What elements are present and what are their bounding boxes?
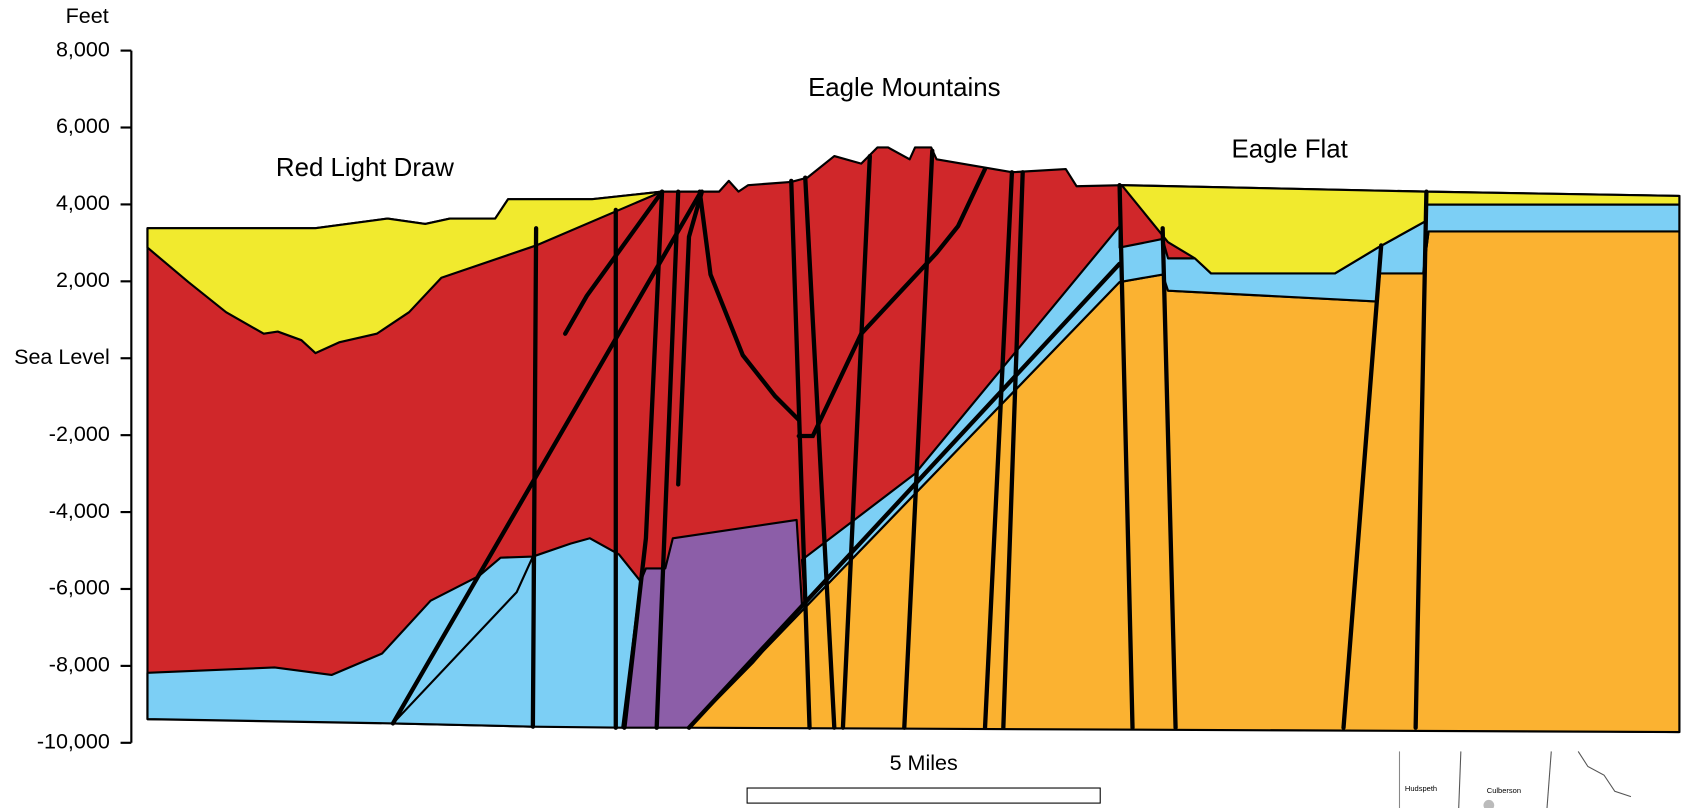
fault — [654, 189, 681, 730]
inset-label: Hudspeth — [1405, 784, 1437, 793]
faults — [390, 148, 1429, 730]
fault — [1117, 183, 1135, 730]
fault — [697, 189, 801, 422]
fault — [789, 178, 812, 730]
place-label: Eagle Flat — [1232, 136, 1348, 164]
place-label: Eagle Mountains — [808, 74, 1000, 102]
inset-area — [1483, 799, 1495, 808]
axis-label: Feet — [66, 4, 109, 28]
inset-border — [1546, 751, 1552, 808]
inset-map: Hudspeth Culberson — [1398, 751, 1632, 808]
fault — [840, 153, 872, 730]
fault — [563, 189, 665, 336]
fault — [902, 148, 935, 730]
fault — [1160, 226, 1178, 730]
fault — [676, 189, 705, 487]
fault — [686, 261, 1122, 730]
y-tick-label: Sea Level — [14, 345, 110, 369]
fault — [796, 166, 988, 439]
scale-bar — [746, 787, 1101, 804]
y-tick-label: 2,000 — [56, 268, 110, 292]
fault — [390, 191, 702, 726]
inset-border — [1458, 751, 1462, 808]
y-tick-label: 6,000 — [56, 114, 110, 138]
y-tick-label: -8,000 — [49, 653, 110, 677]
y-tick-label: 8,000 — [56, 37, 110, 61]
fault — [982, 170, 1015, 730]
y-tick-label: -2,000 — [49, 422, 110, 446]
fault — [622, 189, 665, 730]
place-label: Red Light Draw — [276, 154, 454, 182]
fault — [1001, 170, 1025, 730]
yellow-right — [1120, 184, 1681, 275]
y-tick-label: 4,000 — [56, 191, 110, 215]
fault — [1341, 243, 1384, 730]
y-tick-label: -4,000 — [49, 499, 110, 523]
fault — [803, 175, 837, 730]
section-group: Feet Red Light Draw Eagle Mountains Eagl… — [14, 4, 1681, 808]
yellow-left — [146, 190, 664, 355]
inset-border — [1577, 751, 1632, 798]
inset-label: Culberson — [1487, 786, 1521, 795]
y-tick-label: -10,000 — [37, 729, 110, 753]
scale-label: 5 Miles — [890, 751, 958, 775]
y-tick-label: -6,000 — [49, 576, 110, 600]
fault — [1413, 189, 1429, 730]
